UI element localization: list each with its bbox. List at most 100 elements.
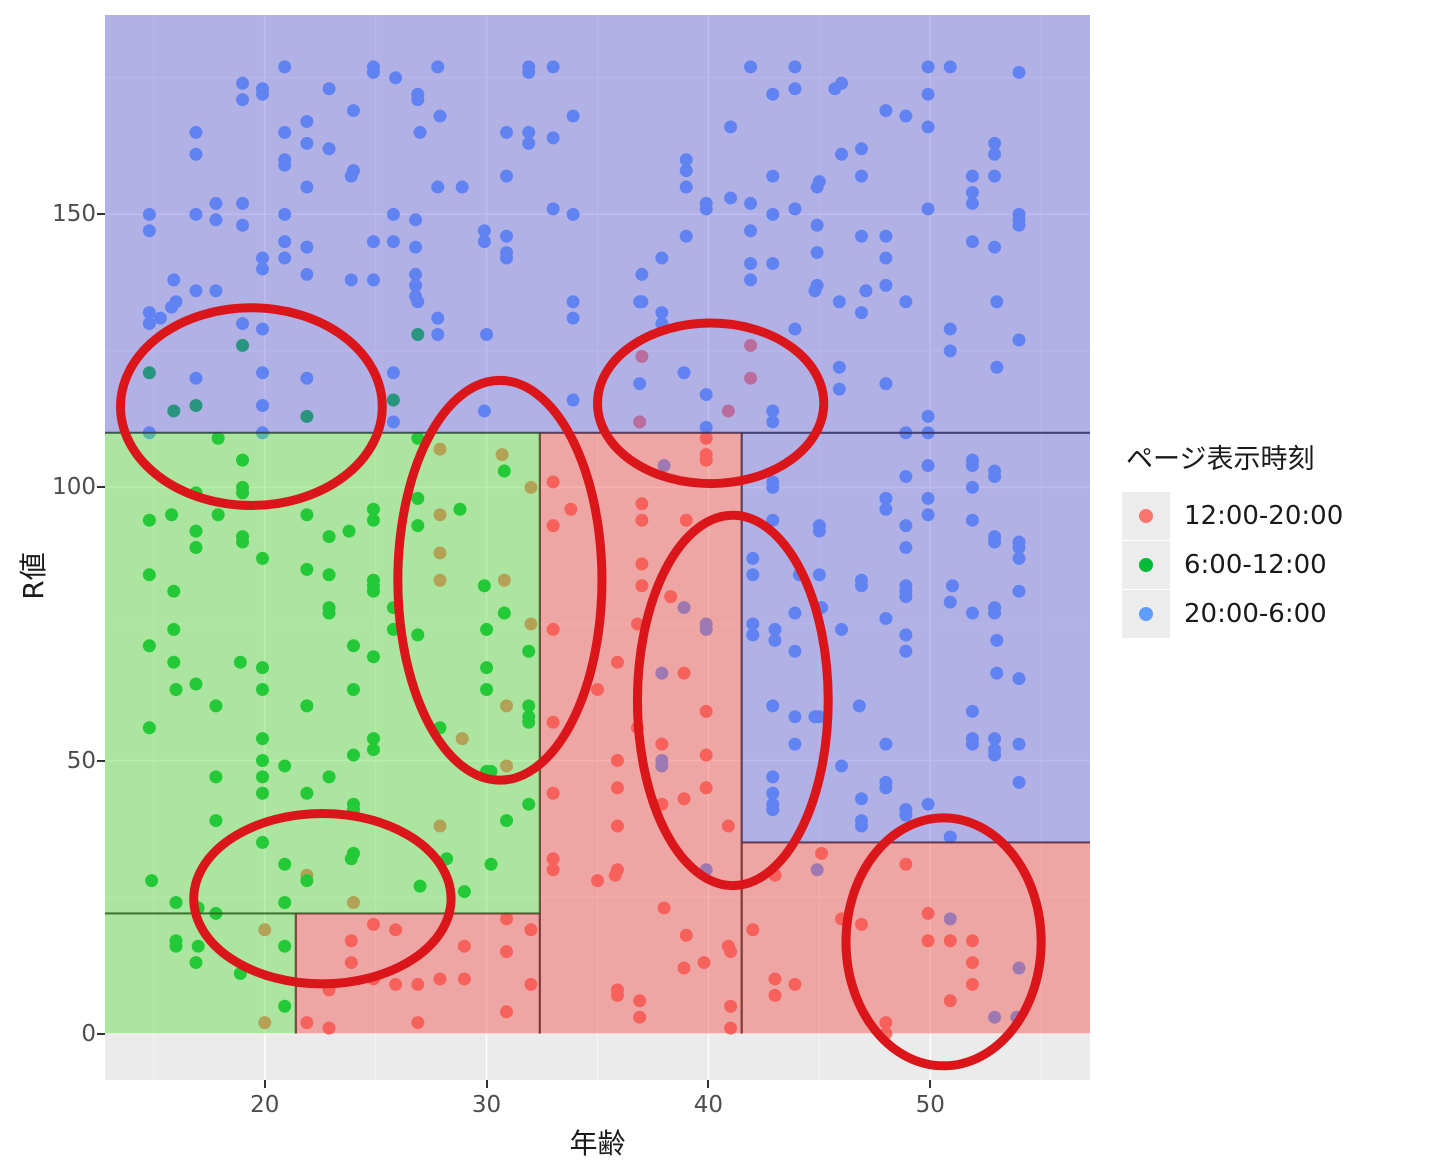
scatter-point-20:00-6:00 bbox=[256, 262, 270, 276]
scatter-point-12:00-20:00 bbox=[322, 1021, 336, 1035]
scatter-point-20:00-6:00 bbox=[965, 459, 979, 473]
scatter-point-12:00-20:00 bbox=[679, 513, 693, 527]
scatter-point-6:00-12:00 bbox=[300, 699, 314, 713]
scatter-point-20:00-6:00 bbox=[788, 710, 802, 724]
scatter-point-12:00-20:00 bbox=[546, 519, 560, 533]
scatter-point-20:00-6:00 bbox=[879, 502, 893, 516]
legend-title: ページ表示時刻 bbox=[1126, 444, 1315, 475]
scatter-point-12:00-20:00 bbox=[411, 977, 425, 991]
scatter-point-20:00-6:00 bbox=[899, 470, 913, 483]
scatter-point-20:00-6:00 bbox=[389, 71, 403, 85]
x-tick-mark bbox=[929, 1080, 932, 1088]
scatter-point-6:00-12:00 bbox=[278, 939, 292, 953]
scatter-point-20:00-6:00 bbox=[943, 322, 957, 336]
scatter-point-6:00-12:00 bbox=[236, 535, 250, 549]
scatter-point-20:00-6:00 bbox=[879, 251, 893, 265]
scatter-point-12:00-20:00 bbox=[610, 819, 624, 833]
scatter-point-6:00-12:00 bbox=[278, 857, 292, 871]
scatter-point-6:00-12:00 bbox=[256, 551, 270, 565]
scatter-point-6:00-12:00 bbox=[480, 661, 494, 675]
scatter-point-20:00-6:00 bbox=[142, 306, 156, 320]
scatter-point-20:00-6:00 bbox=[812, 175, 826, 189]
scatter-point-6:00-12:00 bbox=[142, 721, 156, 735]
scatter-point-20:00-6:00 bbox=[788, 644, 802, 658]
scatter-point-6:00-12:00 bbox=[366, 743, 380, 757]
scatter-point-20:00-6:00 bbox=[256, 399, 270, 412]
scatter-point-6:00-12:00 bbox=[477, 579, 491, 593]
scatter-point-20:00-6:00 bbox=[854, 579, 868, 593]
scatter-point-12:00-20:00 bbox=[768, 988, 782, 1002]
scatter-point-12:00-20:00 bbox=[921, 906, 935, 920]
legend-item-label: 12:00-20:00 bbox=[1184, 501, 1344, 531]
scatter-point-20:00-6:00 bbox=[431, 328, 445, 341]
scatter-point-6:00-12:00 bbox=[411, 431, 425, 445]
legend-item: 20:00-6:00 bbox=[1122, 590, 1412, 638]
scatter-point-12:00-20:00 bbox=[457, 939, 471, 953]
scatter-point-20:00-6:00 bbox=[812, 568, 826, 582]
scatter-point-20:00-6:00 bbox=[988, 147, 1002, 161]
scatter-point-20:00-6:00 bbox=[766, 257, 780, 270]
scatter-point-12:00-20:00 bbox=[724, 999, 738, 1013]
scatter-point-6:00-12:00 bbox=[167, 584, 181, 598]
scatter-point-20:00-6:00 bbox=[921, 87, 935, 101]
scatter-point-20:00-6:00 bbox=[366, 65, 380, 79]
scatter-point-20:00-6:00 bbox=[879, 737, 893, 751]
scatter-point-20:00-6:00 bbox=[788, 606, 802, 620]
scatter-point-20:00-6:00 bbox=[921, 409, 935, 423]
class-region bbox=[105, 15, 1090, 433]
scatter-point-20:00-6:00 bbox=[165, 300, 179, 314]
legend: ページ表示時刻 12:00-20:00 6:00-12:00 20:00-6:0… bbox=[1122, 437, 1412, 639]
scatter-point-12:00-20:00 bbox=[699, 748, 713, 762]
scatter-point-20:00-6:00 bbox=[879, 104, 893, 118]
scatter-point-20:00-6:00 bbox=[546, 131, 560, 145]
scatter-point-20:00-6:00 bbox=[677, 366, 691, 380]
scatter-point-20:00-6:00 bbox=[832, 295, 846, 309]
scatter-point-6:00-12:00 bbox=[453, 502, 467, 516]
scatter-point-20:00-6:00 bbox=[278, 60, 292, 74]
annotation-ellipse bbox=[393, 375, 607, 785]
scatter-point-6:00-12:00 bbox=[366, 584, 380, 598]
scatter-point-6:00-12:00 bbox=[278, 759, 292, 773]
scatter-point-12:00-20:00 bbox=[744, 371, 758, 385]
scatter-point-20:00-6:00 bbox=[699, 622, 713, 636]
scatter-point-20:00-6:00 bbox=[1012, 333, 1026, 347]
scatter-point-12:00-20:00 bbox=[344, 934, 358, 948]
scatter-point-20:00-6:00 bbox=[522, 136, 536, 150]
scatter-point-20:00-6:00 bbox=[500, 169, 514, 183]
y-tick-mark bbox=[97, 759, 105, 762]
scatter-point-6:00-12:00 bbox=[300, 562, 314, 576]
scatter-point-20:00-6:00 bbox=[899, 295, 913, 309]
scatter-point-6:00-12:00 bbox=[142, 513, 156, 527]
scatter-point-20:00-6:00 bbox=[746, 628, 760, 642]
scatter-point-20:00-6:00 bbox=[209, 213, 223, 227]
scatter-point-20:00-6:00 bbox=[477, 235, 491, 249]
scatter-point-6:00-12:00 bbox=[165, 508, 179, 522]
scatter-point-6:00-12:00 bbox=[497, 464, 511, 478]
scatter-point-12:00-20:00 bbox=[697, 956, 711, 970]
scatter-point-12:00-20:00 bbox=[721, 819, 735, 833]
scatter-point-20:00-6:00 bbox=[854, 169, 868, 183]
scatter-point-20:00-6:00 bbox=[477, 404, 491, 418]
scatter-point-6:00-12:00 bbox=[413, 879, 427, 893]
scatter-point-6:00-12:00 bbox=[411, 628, 425, 642]
scatter-point-20:00-6:00 bbox=[810, 863, 824, 877]
scatter-point-20:00-6:00 bbox=[500, 125, 514, 139]
scatter-point-20:00-6:00 bbox=[899, 519, 913, 533]
scatter-point-6:00-12:00 bbox=[256, 754, 270, 767]
scatter-point-20:00-6:00 bbox=[1012, 551, 1026, 565]
scatter-point-20:00-6:00 bbox=[209, 284, 223, 298]
scatter-point-20:00-6:00 bbox=[988, 606, 1002, 620]
scatter-point-6:00-12:00 bbox=[411, 491, 425, 505]
plot-panel bbox=[105, 15, 1090, 1080]
scatter-point-12:00-20:00 bbox=[635, 579, 649, 593]
scatter-point-20:00-6:00 bbox=[256, 87, 270, 101]
scatter-point-6:00-12:00 bbox=[366, 732, 380, 746]
scatter-point-12:00-20:00 bbox=[677, 792, 691, 806]
scatter-point-20:00-6:00 bbox=[1012, 737, 1026, 751]
scatter-point-12:00-20:00 bbox=[389, 923, 403, 937]
scatter-point-6:00-12:00 bbox=[169, 683, 183, 696]
scatter-point-12:00-20:00 bbox=[633, 1010, 647, 1024]
scatter-point-20:00-6:00 bbox=[965, 513, 979, 527]
scatter-point-20:00-6:00 bbox=[142, 317, 156, 331]
scatter-point-20:00-6:00 bbox=[1012, 65, 1026, 79]
